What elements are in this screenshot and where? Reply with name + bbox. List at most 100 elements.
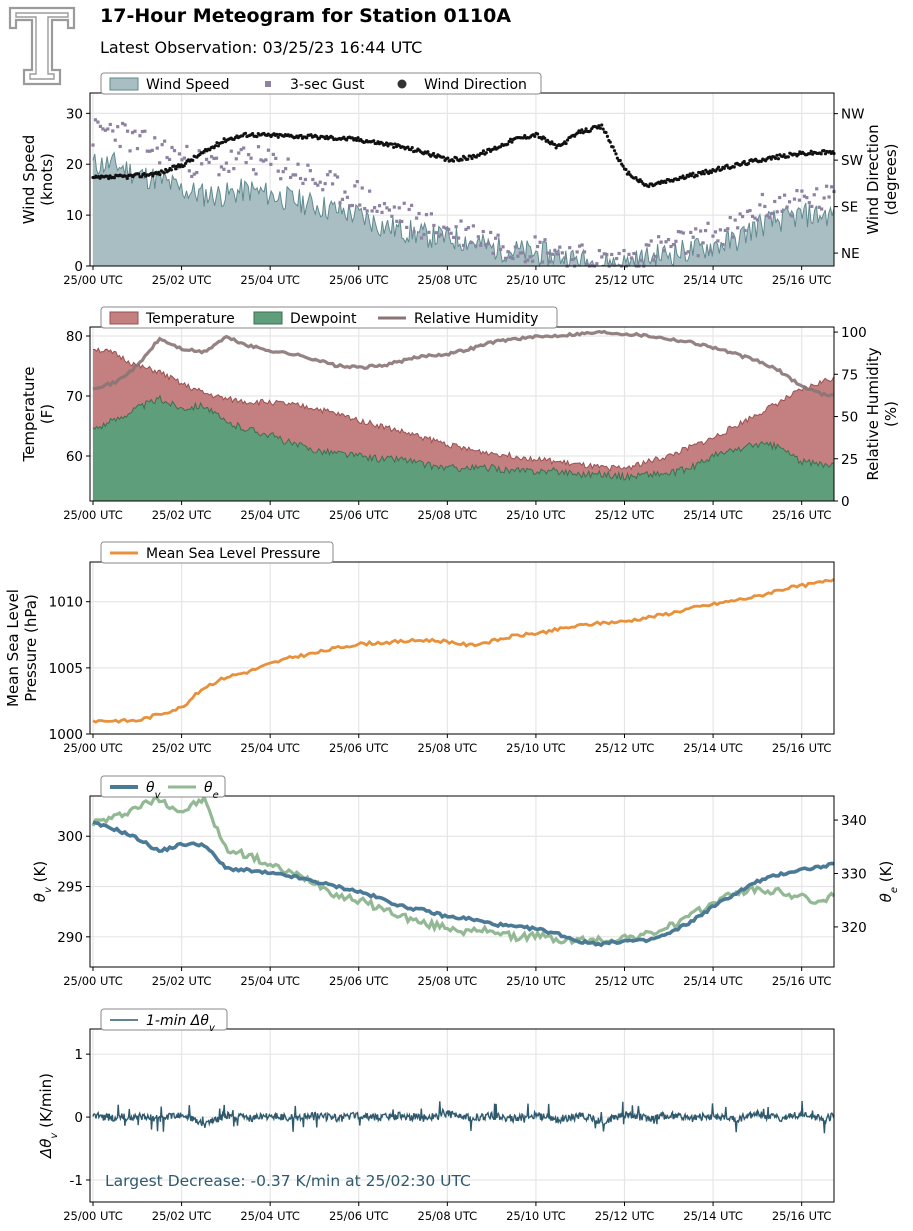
temperature-line: [92, 347, 835, 473]
gust-point: [582, 250, 587, 254]
gust-point: [180, 158, 184, 162]
gust-point: [397, 206, 401, 210]
direction-point: [390, 142, 394, 146]
direction-point: [158, 172, 162, 177]
gust-point: [227, 169, 231, 174]
gust-point: [708, 249, 713, 253]
gust-point: [251, 168, 256, 172]
gust-point: [340, 197, 345, 202]
gust-point: [261, 159, 266, 163]
theta-e-line: [91, 792, 836, 946]
gust-point: [649, 239, 653, 243]
gust-point: [760, 192, 764, 197]
direction-point: [719, 168, 724, 172]
gust-point: [301, 181, 305, 185]
gust-point: [706, 221, 710, 225]
gust-point: [437, 234, 441, 238]
direction-point: [565, 138, 570, 142]
gust-point: [244, 160, 248, 165]
gust-point: [466, 226, 471, 230]
gust-point: [434, 231, 438, 235]
y2-axis-label-line: θe (K): [877, 861, 900, 903]
y-axis-label-line: Temperature: [20, 366, 38, 462]
direction-point: [618, 158, 622, 163]
gust-point: [281, 170, 285, 174]
gust-point: [659, 240, 663, 244]
x-axis: 25/00 UTC 25/02 UTC 25/04 UTC 25/06 UTC 25/0…: [63, 734, 831, 755]
gust-point: [792, 197, 797, 201]
texas-tech-logo: [8, 4, 76, 92]
direction-point: [601, 127, 605, 131]
gust-point: [318, 180, 322, 184]
gust-point: [335, 175, 340, 179]
gust-point: [511, 256, 515, 261]
gust-point: [622, 248, 626, 253]
gust-point: [160, 143, 164, 147]
gust-point: [824, 184, 829, 188]
gust-point: [513, 245, 517, 249]
direction-point: [384, 141, 389, 145]
direction-point: [600, 123, 604, 127]
gust-point: [279, 177, 283, 181]
direction-point: [614, 152, 618, 156]
direction-point: [434, 155, 439, 159]
gust-point: [135, 147, 140, 151]
x-tick-label: 25/12 UTC: [595, 974, 655, 988]
gust-point: [153, 136, 157, 140]
direction-point: [470, 156, 474, 161]
y2-axis-label-line: (degrees): [882, 143, 900, 215]
gust-point: [224, 161, 228, 165]
legend-label: 3-sec Gust: [290, 77, 365, 93]
gust-point: [773, 199, 777, 204]
gust-point: [723, 228, 727, 233]
direction-point: [508, 137, 513, 141]
direction-point: [725, 163, 729, 167]
gust-point: [750, 214, 755, 218]
gust-point: [118, 144, 122, 149]
gust-point: [489, 230, 493, 235]
gust-point: [481, 229, 485, 234]
x-tick-label: 25/16 UTC: [772, 741, 832, 755]
y-axis: -1 0 1: [70, 1047, 90, 1189]
gust-point: [382, 202, 387, 206]
gust-point: [323, 182, 327, 186]
y2-axis-label: Wind Direction (degrees): [864, 124, 900, 234]
gust-point: [422, 232, 426, 237]
direction-point: [759, 159, 763, 164]
direction-point: [139, 175, 144, 179]
legend-label: Temperature: [145, 311, 235, 327]
direction-point: [702, 172, 706, 176]
gust-point: [212, 156, 216, 161]
gust-point: [666, 237, 671, 242]
gust-point: [182, 156, 186, 160]
gust-point: [639, 258, 643, 262]
gust-point: [570, 258, 574, 262]
gust-point: [345, 195, 350, 199]
gust-point: [249, 156, 253, 160]
direction-point: [699, 172, 704, 176]
direction-point: [162, 171, 166, 175]
gust-point: [491, 251, 495, 255]
gust-point: [464, 227, 468, 231]
x-tick-label: 25/00 UTC: [63, 508, 123, 522]
gust-point: [716, 239, 720, 243]
x-tick-label: 25/06 UTC: [329, 1209, 389, 1223]
y-tick-label: 0: [74, 1110, 83, 1126]
gust-point: [289, 175, 293, 180]
direction-point: [222, 137, 226, 141]
gust-point: [827, 195, 831, 199]
gust-point: [728, 215, 732, 220]
legend: Temperature Dewpoint Relative Humidity: [100, 306, 558, 329]
gust-point: [644, 243, 648, 247]
gust-point: [150, 148, 154, 152]
gust-point: [390, 214, 394, 218]
direction-point: [695, 174, 699, 178]
direction-point: [621, 164, 625, 168]
gust-point: [106, 127, 110, 131]
direction-point: [615, 156, 620, 160]
gust-point: [444, 226, 448, 230]
gust-point: [368, 189, 372, 193]
x-tick-label: 25/10 UTC: [506, 1209, 566, 1223]
legend-label: θe: [204, 780, 219, 801]
direction-point: [174, 167, 178, 171]
